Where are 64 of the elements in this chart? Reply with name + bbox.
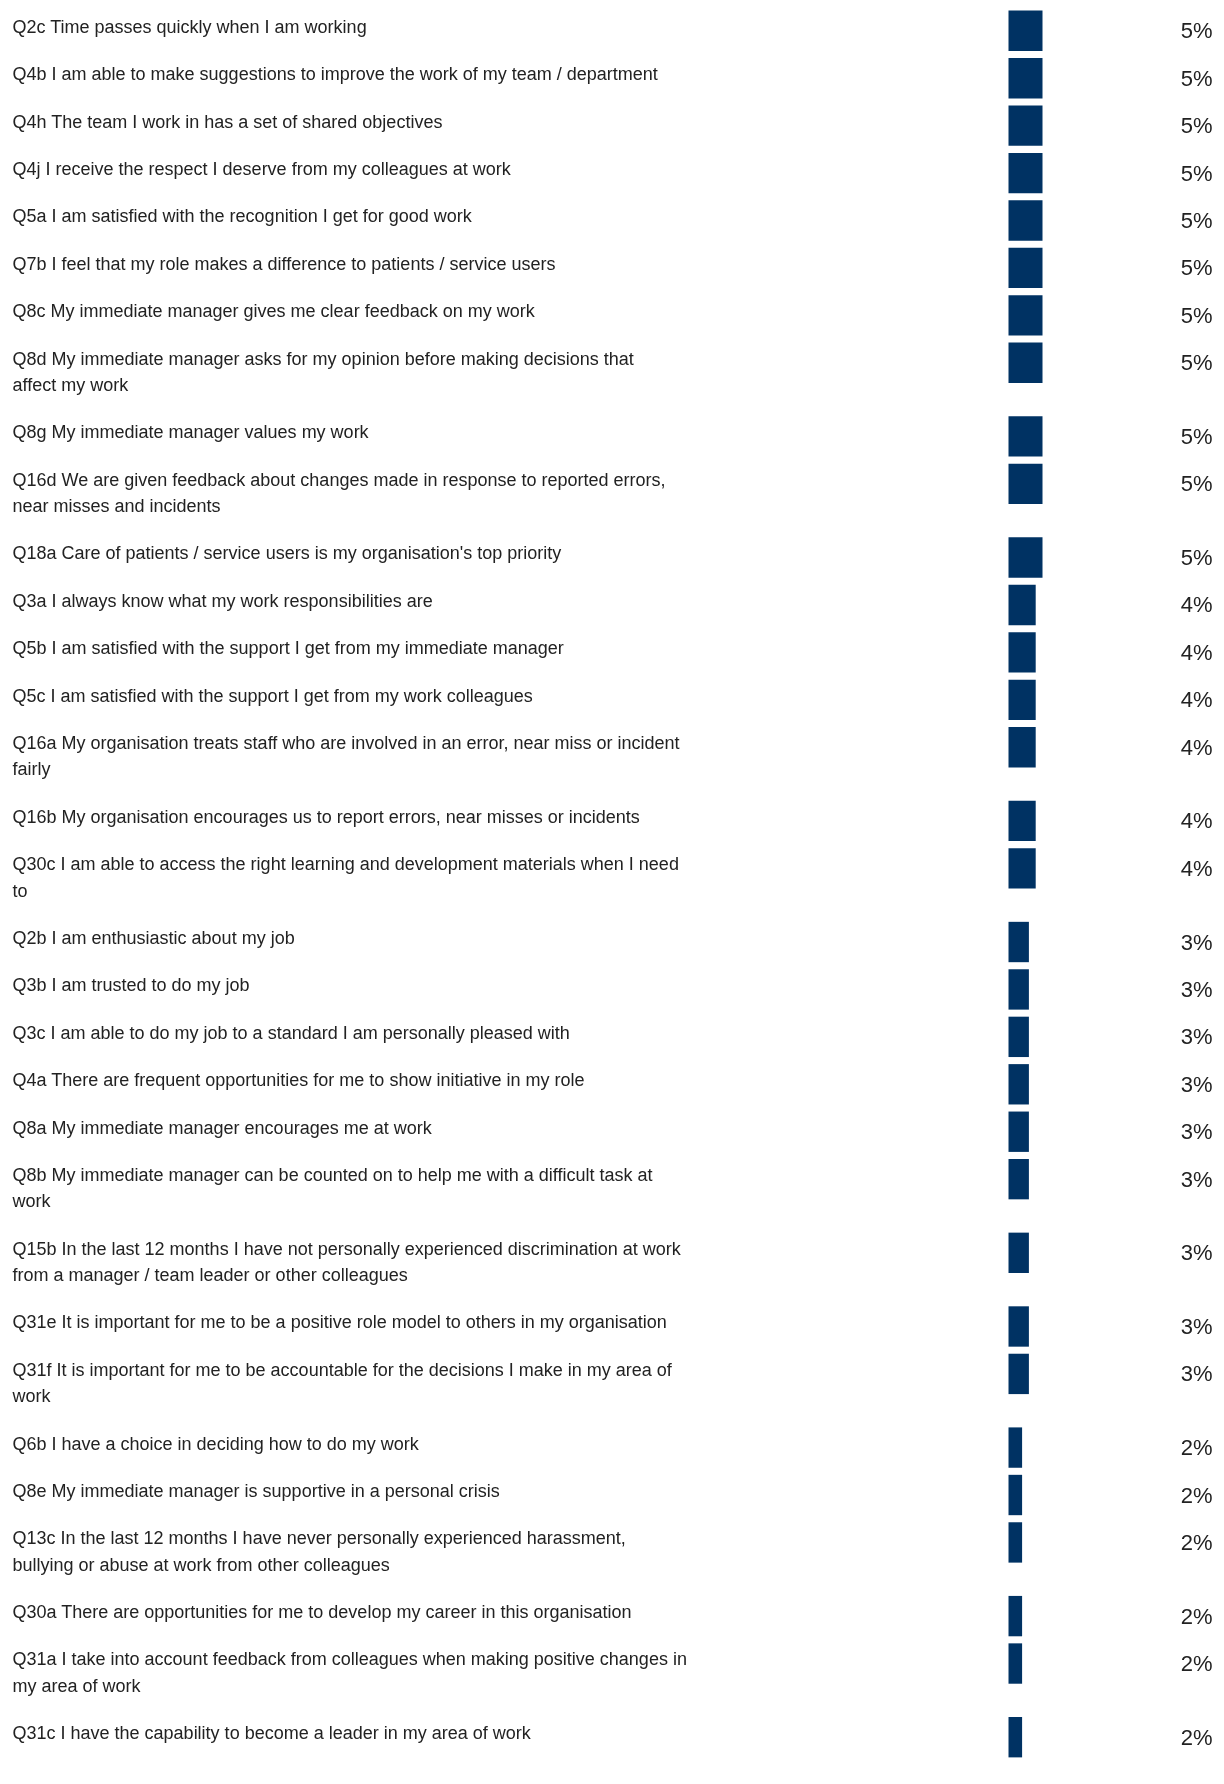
data-label: 3% <box>1180 929 1213 955</box>
data-label: 2% <box>1180 1603 1213 1629</box>
data-label: 4% <box>1180 855 1213 881</box>
data-label: 4% <box>1180 687 1213 713</box>
y-tick-label: Q4j I receive the respect I deserve from my colleagues at work <box>12 159 512 180</box>
y-tick-label: Q18a Care of patients / service users is my organisation's top priority <box>12 543 562 564</box>
y-tick-label: Q2c Time passes quickly when I am working <box>12 16 367 37</box>
y-tick-label: Q8c My immediate manager gives me clear feedback on my work <box>12 301 536 322</box>
data-label: 2% <box>1180 1724 1213 1750</box>
y-tick-label: Q3a I always know what my work responsibilities are <box>12 590 433 611</box>
y-tick-label: Q15b In the last 12 months I have not personally experienced discrimination at work from a manager / team leader or other colleagues <box>12 1238 682 1286</box>
data-label: 5% <box>1180 255 1213 281</box>
data-label: 5% <box>1180 18 1213 44</box>
data-label: 3% <box>1180 1240 1213 1266</box>
y-tick-label: Q16a My organisation treats staff who are involved in an error, near miss or incident fairly <box>12 733 680 780</box>
data-label: 2% <box>1180 1651 1213 1677</box>
y-tick-label: Q31c I have the capability to become a leader in my area of work <box>12 1723 532 1744</box>
data-label: 5% <box>1180 160 1213 186</box>
data-label: 2% <box>1180 1482 1213 1508</box>
data-label: 4% <box>1180 808 1213 834</box>
y-tick-label: Q3b I am trusted to do my job <box>12 975 250 996</box>
data-label: 3% <box>1180 1071 1213 1097</box>
data-label: 5% <box>1180 302 1213 328</box>
y-tick-label: Q13c In the last 12 months I have never personally experienced harassment, bullying or abuse at work from other colleagues <box>12 1528 626 1575</box>
y-tick-label: Q31a I take into account feedback from colleagues when making positive changes in my area of work <box>12 1649 687 1696</box>
data-label: 4% <box>1180 592 1213 618</box>
data-label: 2% <box>1180 1435 1213 1461</box>
data-label: 2% <box>1180 1529 1213 1555</box>
y-tick-label: Q5a I am satisfied with the recognition I get for good work <box>12 206 473 227</box>
data-label: 4% <box>1180 639 1213 665</box>
y-tick-label: Q16b My organisation encourages us to report errors, near misses or incidents <box>12 806 640 827</box>
data-label: 5% <box>1180 545 1213 571</box>
data-label: 4% <box>1180 734 1213 760</box>
y-tick-label: Q8g My immediate manager values my work <box>12 422 370 443</box>
data-label: 5% <box>1180 350 1213 376</box>
data-label: 5% <box>1180 207 1213 233</box>
data-label: 3% <box>1180 976 1213 1002</box>
data-label: 5% <box>1180 423 1213 449</box>
y-tick-label: Q31f It is important for me to be accountable for the decisions I make in my area of work <box>11 1359 673 1407</box>
y-tick-label: Q8a My immediate manager encourages me at work <box>12 1117 433 1138</box>
data-label: 5% <box>1180 471 1213 497</box>
y-tick-label: Q30c I am able to access the right learning and development materials when I need to <box>12 854 679 901</box>
data-label: 3% <box>1180 1024 1213 1050</box>
y-tick-label: Q16d We are given feedback about changes made in response to reported errors, near misses and incidents <box>12 469 666 517</box>
data-label: 5% <box>1180 65 1213 91</box>
y-tick-label: Q4h The team I work in has a set of shared objectives <box>12 111 443 132</box>
y-tick-label: Q8d My immediate manager asks for my opinion before making decisions that affect my work <box>12 348 634 395</box>
data-label: 5% <box>1180 113 1213 139</box>
data-label: 3% <box>1180 1313 1213 1339</box>
y-tick-label: Q6b I have a choice in deciding how to do my work <box>12 1433 420 1454</box>
y-tick-label: Q31e It is important for me to be a positive role model to others in my organisation <box>12 1312 667 1333</box>
y-tick-label: Q2b I am enthusiastic about my job <box>12 927 295 948</box>
y-tick-label: Q30a There are opportunities for me to develop my career in this organisation <box>12 1602 632 1623</box>
y-tick-label: Q8b My immediate manager can be counted on to help me with a difficult task at work <box>11 1165 653 1212</box>
y-tick-label: Q7b I feel that my role makes a difference to patients / service users <box>12 253 556 274</box>
data-label: 3% <box>1180 1361 1213 1387</box>
y-tick-label: Q3c I am able to do my job to a standard I am personally pleased with <box>12 1022 570 1043</box>
y-tick-label: Q4b I am able to make suggestions to improve the work of my team / department <box>12 64 658 85</box>
y-tick-label: Q8e My immediate manager is supportive in a personal crisis <box>12 1480 500 1501</box>
data-label: 3% <box>1180 1166 1213 1192</box>
y-tick-label: Q5b I am satisfied with the support I get from my immediate manager <box>12 638 564 659</box>
y-tick-label: Q4a There are frequent opportunities for me to show initiative in my role <box>12 1070 585 1091</box>
data-label: 3% <box>1180 1119 1213 1145</box>
y-tick-label: Q5c I am satisfied with the support I get from my work colleagues <box>12 685 533 706</box>
